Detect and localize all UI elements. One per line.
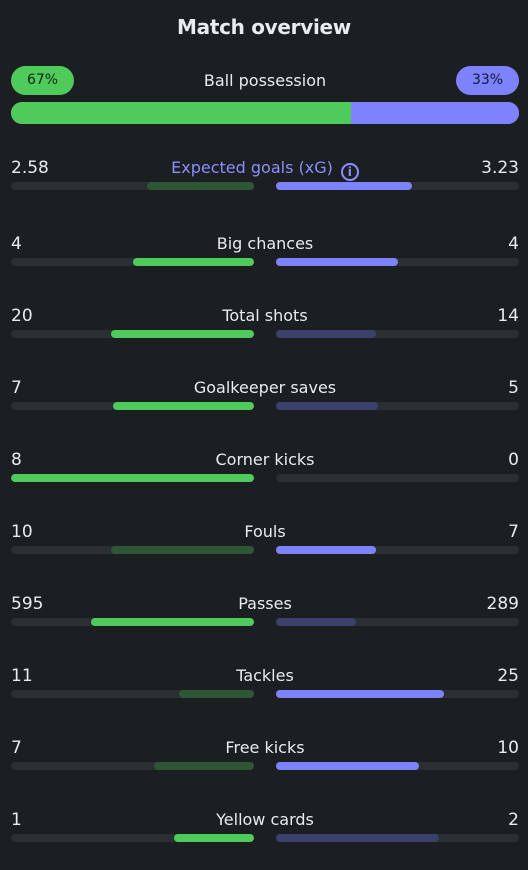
home-stat-value: 8 xyxy=(11,450,22,470)
away-stat-bar xyxy=(276,330,519,338)
home-stat-bar-fill xyxy=(154,762,254,770)
away-stat-bar-fill xyxy=(276,402,379,410)
away-stat-bar xyxy=(276,474,519,482)
away-stat-value: 3.23 xyxy=(481,158,519,178)
home-stat-bar-fill xyxy=(11,474,254,482)
away-stat-bar xyxy=(276,182,519,190)
away-stat-value: 0 xyxy=(508,450,519,470)
possession-label: Ball possession xyxy=(203,71,327,90)
home-stat-value: 20 xyxy=(11,306,33,326)
stat-row: 595 Passes 289 xyxy=(11,594,519,644)
away-stat-bar xyxy=(276,546,519,554)
stat-label-text: Yellow cards xyxy=(216,810,314,829)
stat-row: 7 Free kicks 10 xyxy=(11,738,519,788)
home-stat-bar xyxy=(11,618,254,626)
away-stat-value: 289 xyxy=(486,594,519,614)
stat-row: 20 Total shots 14 xyxy=(11,306,519,356)
away-stat-value: 2 xyxy=(508,810,519,830)
stat-label-text: Goalkeeper saves xyxy=(193,378,337,397)
possession-row: 67% Ball possession 33% xyxy=(11,66,519,96)
stat-label-text: Fouls xyxy=(244,522,286,541)
stat-label: Tackles xyxy=(11,666,519,686)
away-stat-value: 10 xyxy=(497,738,519,758)
stat-label: Total shots xyxy=(11,306,519,326)
stat-label: Free kicks xyxy=(11,738,519,758)
home-stat-bar xyxy=(11,546,254,554)
home-stat-bar xyxy=(11,834,254,842)
away-stat-bar-fill xyxy=(276,618,357,626)
away-stat-bar xyxy=(276,762,519,770)
stat-label-text: Expected goals (xG) xyxy=(171,158,333,177)
possession-bar xyxy=(11,102,519,124)
home-stat-value: 595 xyxy=(11,594,44,614)
away-stat-value: 5 xyxy=(508,378,519,398)
stat-row: 7 Goalkeeper saves 5 xyxy=(11,378,519,428)
stat-row: 1 Yellow cards 2 xyxy=(11,810,519,860)
home-stat-value: 10 xyxy=(11,522,33,542)
stat-row: 11 Tackles 25 xyxy=(11,666,519,716)
stat-row: 10 Fouls 7 xyxy=(11,522,519,572)
away-stat-bar xyxy=(276,618,519,626)
stat-label: Passes xyxy=(11,594,519,614)
away-stat-bar xyxy=(276,690,519,698)
away-stat-bar xyxy=(276,258,519,266)
home-stat-value: 7 xyxy=(11,738,22,758)
home-stat-bar-fill xyxy=(132,258,254,266)
stat-label[interactable]: Expected goals (xG) i xyxy=(11,158,519,181)
home-stat-value: 7 xyxy=(11,378,22,398)
home-stat-bar xyxy=(11,402,254,410)
stat-label-text: Tackles xyxy=(236,666,294,685)
stat-label: Yellow cards xyxy=(11,810,519,830)
stat-label-text: Corner kicks xyxy=(215,450,315,469)
away-stat-value: 14 xyxy=(497,306,519,326)
away-stat-bar-fill xyxy=(276,690,444,698)
away-stat-bar xyxy=(276,402,519,410)
home-stat-bar-fill xyxy=(113,402,254,410)
stat-label-text: Free kicks xyxy=(225,738,305,757)
home-stat-bar-fill xyxy=(110,546,254,554)
away-possession-badge: 33% xyxy=(456,66,519,95)
home-stat-value: 1 xyxy=(11,810,22,830)
stat-label-text: Passes xyxy=(238,594,292,613)
possession-away-fill xyxy=(351,102,519,124)
away-stat-bar-fill xyxy=(276,762,420,770)
home-stat-bar xyxy=(11,762,254,770)
away-stat-value: 7 xyxy=(508,522,519,542)
home-stat-bar xyxy=(11,258,254,266)
home-stat-value: 4 xyxy=(11,234,22,254)
home-stat-value: 11 xyxy=(11,666,33,686)
home-stat-bar-fill xyxy=(110,330,254,338)
stat-label-text: Total shots xyxy=(222,306,308,325)
stat-label-text: Big chances xyxy=(216,234,314,253)
home-stat-bar-fill xyxy=(173,834,254,842)
away-stat-bar-fill xyxy=(276,834,439,842)
home-possession-badge: 67% xyxy=(11,66,74,95)
stat-label: Fouls xyxy=(11,522,519,542)
away-stat-value: 25 xyxy=(497,666,519,686)
stat-label: Big chances xyxy=(11,234,519,254)
stat-row: 4 Big chances 4 xyxy=(11,234,519,284)
stat-row: 2.58 Expected goals (xG) i 3.23 xyxy=(11,158,519,208)
away-stat-bar xyxy=(276,834,519,842)
away-stat-bar-fill xyxy=(276,546,376,554)
away-stat-bar-fill xyxy=(276,330,376,338)
away-stat-bar-fill xyxy=(276,258,398,266)
possession-home-fill xyxy=(11,102,352,124)
home-stat-bar-fill xyxy=(147,182,254,190)
home-stat-bar xyxy=(11,474,254,482)
home-stat-bar xyxy=(11,330,254,338)
home-stat-bar-fill xyxy=(91,618,254,626)
home-stat-value: 2.58 xyxy=(11,158,49,178)
home-stat-bar-fill xyxy=(178,690,254,698)
info-icon[interactable]: i xyxy=(340,163,359,181)
away-stat-value: 4 xyxy=(508,234,519,254)
page-title: Match overview xyxy=(177,15,351,39)
stat-label: Goalkeeper saves xyxy=(11,378,519,398)
home-stat-bar xyxy=(11,690,254,698)
home-stat-bar xyxy=(11,182,254,190)
stat-row: 8 Corner kicks 0 xyxy=(11,450,519,500)
away-stat-bar-fill xyxy=(276,182,413,190)
stat-label: Corner kicks xyxy=(11,450,519,470)
